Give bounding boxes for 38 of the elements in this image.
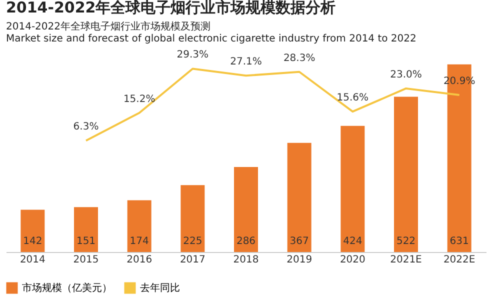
data-label: 367 — [290, 236, 309, 247]
data-label: 424 — [343, 236, 362, 247]
data-label: 142 — [23, 236, 42, 247]
data-label: 29.3% — [176, 50, 209, 61]
x-tick-label: 2019 — [286, 254, 312, 266]
data-label: 225 — [183, 236, 202, 247]
data-label: 286 — [236, 236, 256, 247]
x-tick-label: 2017 — [180, 254, 206, 266]
bar — [74, 207, 98, 252]
data-label: 631 — [450, 236, 469, 247]
chart-subtitle: 2014-2022年全球电子烟行业市场规模及预测 — [6, 20, 211, 33]
data-label: 23.0% — [390, 69, 422, 80]
x-tick-label: 2021E — [390, 254, 422, 266]
x-tick-label: 2022E — [443, 254, 476, 266]
bar — [127, 200, 152, 252]
text: Market size and forecast of global electronic cigarette industry from 2014 to 2022 — [6, 34, 416, 45]
x-tick-label: 2020 — [340, 254, 366, 266]
bar — [287, 142, 312, 252]
data-label: 174 — [130, 236, 149, 247]
data-label: 522 — [396, 236, 416, 247]
bar — [20, 210, 45, 252]
data-label: 28.3% — [283, 52, 316, 64]
bar — [180, 185, 205, 252]
chart-title: 2014-2022年全球电子烟行业市场规模数据分析 — [6, 0, 336, 17]
legend-label: 去年同比 — [140, 282, 180, 294]
data-label: 27.1% — [230, 56, 262, 68]
legend-label: 市场规模（亿美元） — [22, 282, 112, 294]
x-tick-label: 2016 — [126, 254, 152, 266]
data-label: 15.6% — [336, 92, 369, 104]
x-tick-label: 2014 — [20, 254, 46, 266]
x-tick-label: 2018 — [233, 254, 259, 266]
x-tick-label: 2015 — [73, 254, 99, 266]
bar — [394, 96, 418, 252]
data-label: 6.3% — [73, 122, 99, 133]
bar — [340, 126, 365, 252]
bar — [234, 166, 258, 252]
data-label: 15.2% — [123, 94, 156, 105]
data-label: 151 — [76, 236, 96, 247]
